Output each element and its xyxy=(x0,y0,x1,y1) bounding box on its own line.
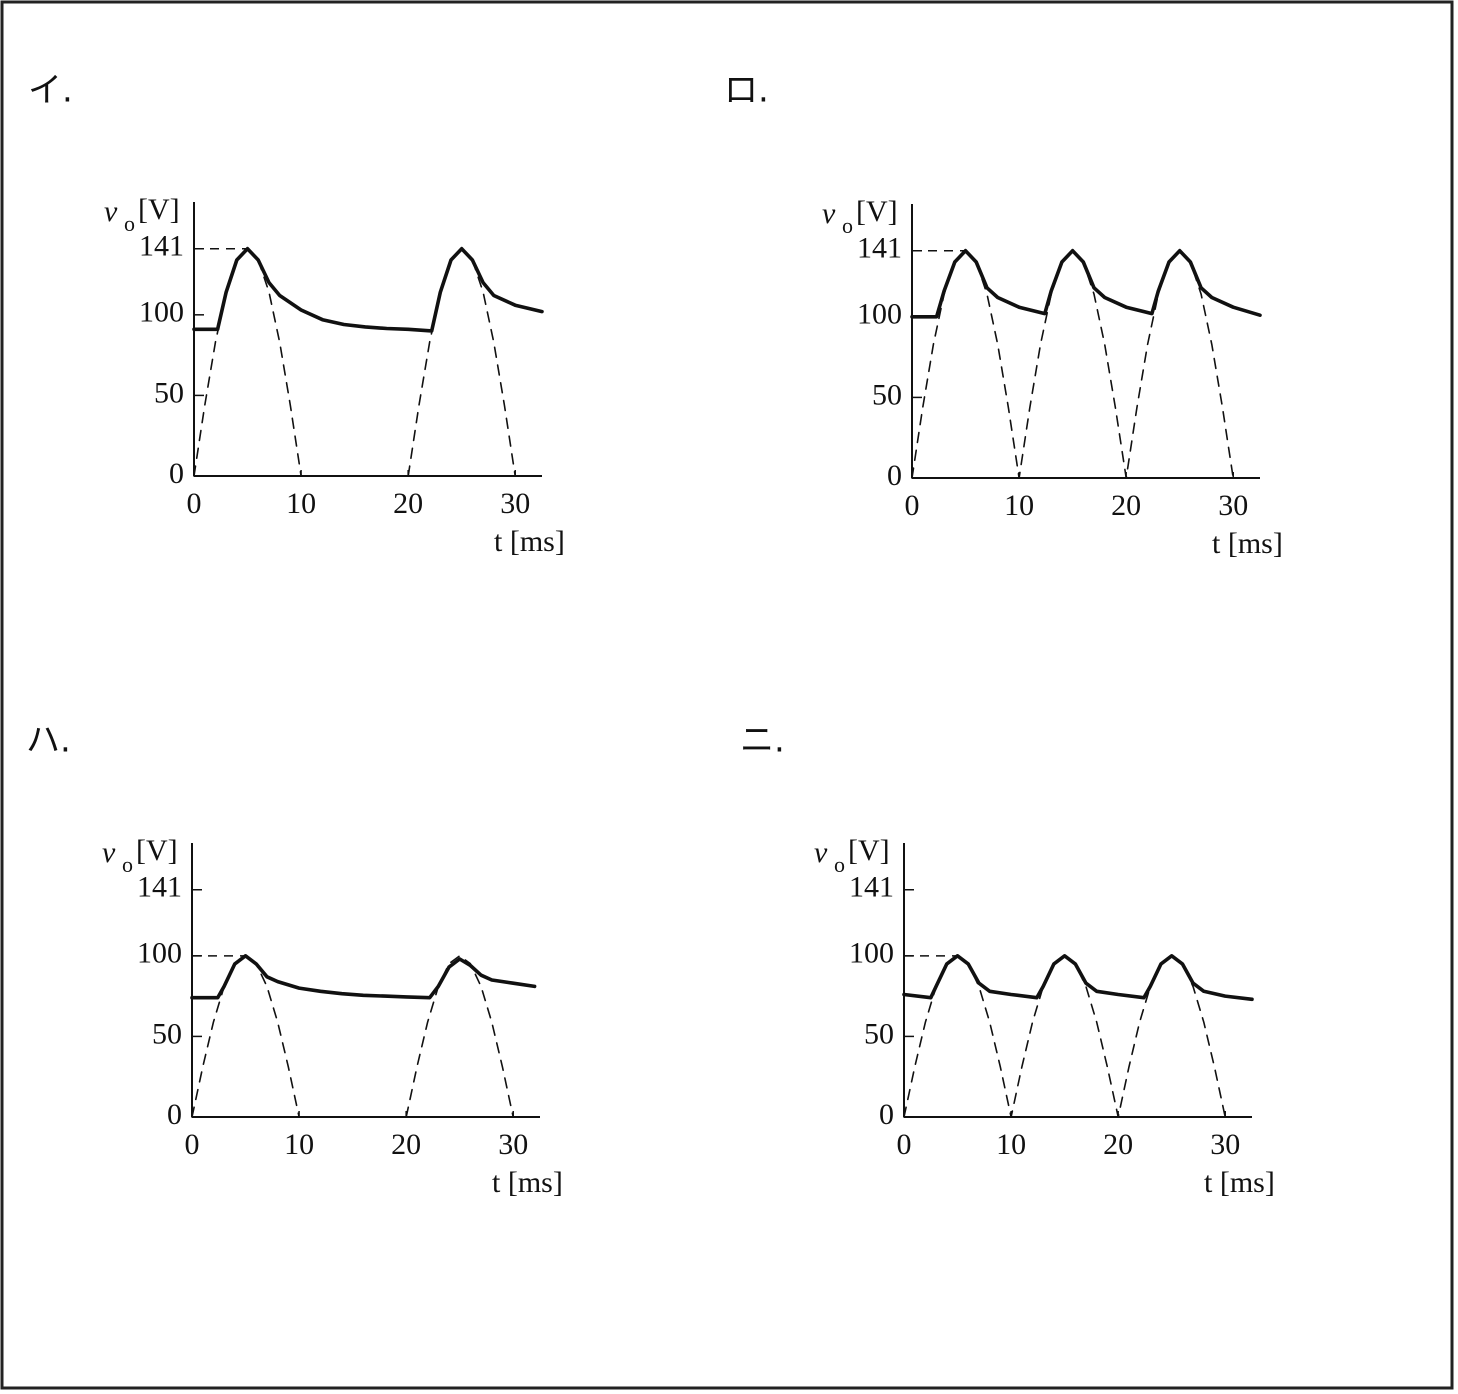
dashed-line xyxy=(193,247,516,477)
x-label: t [ms] xyxy=(1212,527,1283,560)
y-tick-label: 0 xyxy=(169,457,184,490)
panel-label: イ. xyxy=(28,71,73,111)
panel-label: ハ. xyxy=(26,721,71,761)
y-tick-label: 100 xyxy=(139,296,184,329)
y-label: v xyxy=(102,836,116,869)
y-tick-label: 141 xyxy=(857,232,902,265)
y-label-unit: [V] xyxy=(856,195,898,228)
dashed-line xyxy=(903,955,1226,1118)
x-label: t [ms] xyxy=(494,525,565,558)
x-tick-label: 20 xyxy=(1103,1128,1133,1161)
y-tick-label: 50 xyxy=(864,1017,894,1050)
y-tick-label: 141 xyxy=(139,230,184,263)
y-tick-label: 50 xyxy=(154,376,184,409)
y-tick-label: 100 xyxy=(849,937,894,970)
solid-line xyxy=(902,954,1254,1002)
y-label-subscript: o xyxy=(834,852,845,877)
y-tick-label: 141 xyxy=(137,871,182,904)
x-tick-label: 10 xyxy=(1004,489,1034,522)
x-tick-label: 30 xyxy=(498,1128,528,1161)
x-tick-label: 30 xyxy=(1210,1128,1240,1161)
y-tick-label: 50 xyxy=(872,378,902,411)
x-tick-label: 0 xyxy=(185,1128,200,1161)
x-tick-label: 0 xyxy=(905,489,920,522)
x-tick-label: 30 xyxy=(1218,489,1248,522)
y-tick-label: 100 xyxy=(137,937,182,970)
dashed-line xyxy=(191,955,514,1118)
x-tick-label: 20 xyxy=(391,1128,421,1161)
y-label-subscript: o xyxy=(842,213,853,238)
panel-label: ロ. xyxy=(724,71,769,111)
x-label: t [ms] xyxy=(492,1166,563,1199)
y-label-subscript: o xyxy=(122,852,133,877)
y-label: v xyxy=(814,836,828,869)
y-tick-label: 0 xyxy=(879,1098,894,1131)
y-label-unit: [V] xyxy=(138,193,180,226)
y-label: v xyxy=(822,197,836,230)
solid-line xyxy=(192,246,544,333)
y-tick-label: 0 xyxy=(887,459,902,492)
panel-label: ニ. xyxy=(740,721,785,761)
y-tick-label: 50 xyxy=(152,1017,182,1050)
y-tick-label: 141 xyxy=(849,871,894,904)
y-label-unit: [V] xyxy=(848,834,890,867)
x-tick-label: 0 xyxy=(897,1128,912,1161)
x-tick-label: 30 xyxy=(500,487,530,520)
x-label: t [ms] xyxy=(1204,1166,1275,1199)
x-tick-label: 0 xyxy=(187,487,202,520)
y-label-unit: [V] xyxy=(136,834,178,867)
y-label: v xyxy=(104,195,118,228)
y-label-subscript: o xyxy=(124,211,135,236)
x-tick-label: 20 xyxy=(393,487,423,520)
y-tick-label: 0 xyxy=(167,1098,182,1131)
solid-line xyxy=(910,248,1262,319)
y-tick-label: 100 xyxy=(857,298,902,331)
x-tick-label: 10 xyxy=(284,1128,314,1161)
x-tick-label: 10 xyxy=(996,1128,1026,1161)
x-tick-label: 20 xyxy=(1111,489,1141,522)
x-tick-label: 10 xyxy=(286,487,316,520)
dashed-line xyxy=(911,249,1234,479)
